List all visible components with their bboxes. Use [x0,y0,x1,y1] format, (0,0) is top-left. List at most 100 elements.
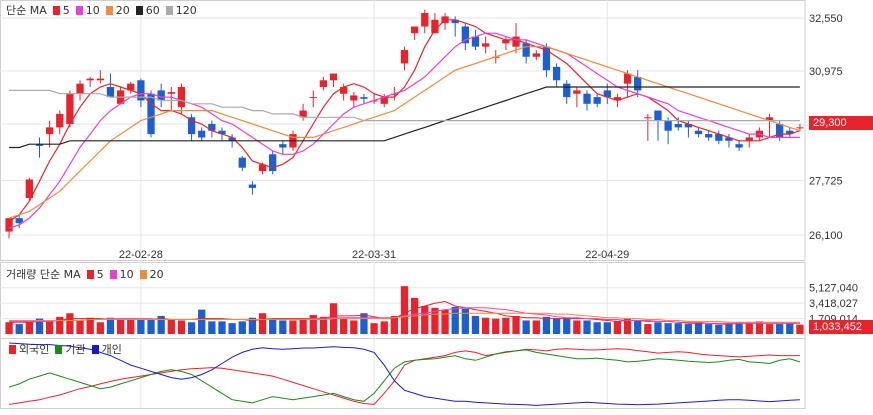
candle-body [15,218,23,224]
candle-body [796,127,804,129]
volume-bar [380,321,388,334]
volume-bar [796,324,804,334]
price-tick-label: 27,725 [809,175,843,187]
candle-body [238,157,246,168]
date-tick-label: 22-02-28 [119,249,163,261]
ma-line-10 [8,32,800,229]
ma20-swatch [105,5,113,15]
volume-bar [289,320,297,334]
candle-body [634,76,642,91]
candle-body [745,137,753,141]
investor-line-1 [8,349,801,404]
candle-body [725,137,733,141]
candle-body [400,50,409,64]
volume-bar [492,318,500,334]
volume-bar [45,320,54,334]
volume-bar [542,316,551,334]
volume-bar [634,320,642,334]
volume-bar [502,317,510,334]
investor-legend: 외국인 기관 개인 [6,341,122,357]
price-tick-label: 32,550 [809,13,843,25]
candle-body [654,110,662,121]
candle-body [522,43,530,57]
volume-legend: 거래량 단순 MA 5 10 20 [6,266,164,282]
candle-body [66,93,74,124]
volume-bar [431,307,439,334]
candle-body [563,83,571,98]
volume-bar [269,319,277,334]
price-legend-label: 단순 MA [6,4,47,17]
volume-bar [25,322,33,334]
vol-ma20-label: 20 [149,267,164,281]
volume-bar [776,324,784,334]
candle-body [431,19,439,34]
volume-bar [238,321,246,334]
volume-bar [86,317,94,334]
ma120-swatch [165,5,173,15]
ma120-label: 120 [175,3,197,17]
volume-bar [745,323,753,334]
price-tick-label: 26,100 [809,230,843,242]
candle-body [218,130,226,135]
current-volume-value: 1,033,452 [813,321,862,333]
volume-bar [461,308,469,334]
volume-bar [532,320,540,334]
volume-bar [725,323,733,334]
candle-body [461,26,469,44]
volume-bar [208,321,216,334]
volume-bar [360,313,368,334]
candle-body [613,97,622,101]
volume-bar [350,320,358,334]
individual-swatch [91,344,99,354]
volume-bar [157,315,165,334]
volume-bar [400,286,409,334]
candle-body [664,120,672,131]
volume-bar [623,318,632,334]
candle-body [715,134,723,141]
volume-bar [481,317,490,334]
volume-bar [279,320,287,334]
candle-body [198,130,206,138]
investor-line-0 [9,348,800,405]
volume-bar [684,324,693,334]
candle-body [552,66,561,81]
date-tick-label: 22-03-31 [352,249,396,261]
volume-bar [319,316,328,334]
candle-body [694,130,703,135]
candle-body [86,78,94,81]
volume-bar [309,315,317,334]
candle-body [340,87,348,94]
volume-bar [177,320,186,334]
volume-bar [765,324,774,334]
candle-body [269,154,277,172]
individual-label: 개인 [101,343,122,356]
volume-bar [735,322,743,334]
vol-ma5-label: 5 [96,267,104,281]
candle-body [451,19,459,24]
volume-bar [654,322,662,334]
candle-body [299,110,307,118]
foreign-swatch [9,344,16,354]
volume-bar [258,313,267,334]
candle-body [279,144,287,148]
investor-line-2 [9,342,800,406]
volume-bar [370,323,378,334]
candle-body [329,73,338,81]
volume-bar [593,322,601,334]
volume-bar [198,309,206,334]
candle-body [542,46,551,71]
vol-ma10-swatch [109,269,117,279]
volume-bar [573,320,581,334]
volume-bar [613,321,622,334]
candle-body [137,80,145,101]
volume-bar [116,319,125,334]
volume-legend-label: 거래량 단순 MA [6,268,81,281]
candle-body [167,92,175,94]
candle-body [512,36,520,47]
institution-swatch [55,344,63,354]
ma-line-60 [9,86,800,149]
volume-bar [441,309,449,334]
volume-bar [15,324,23,334]
candle-body [360,97,368,99]
